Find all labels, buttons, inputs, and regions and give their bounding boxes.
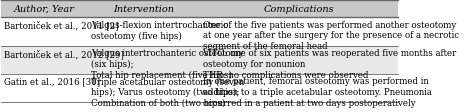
Text: Intervention: Intervention: [113, 5, 174, 14]
Bar: [200, 1, 398, 18]
Bar: [0, 1, 88, 18]
Text: One of the five patients was performed another osteotomy
at one year after the s: One of the five patients was performed a…: [202, 20, 458, 51]
Bar: [88, 1, 200, 18]
Bar: [200, 74, 398, 102]
Bar: [88, 46, 200, 74]
Text: Bartoniček et al., 2011 [2]: Bartoniček et al., 2011 [2]: [4, 20, 118, 30]
Text: Triple acetabular osteotomy (seven
hips); Varus osteotomy (two hips);
Combinatio: Triple acetabular osteotomy (seven hips)…: [91, 77, 245, 107]
Bar: [200, 18, 398, 46]
Bar: [0, 74, 88, 102]
Bar: [88, 18, 200, 46]
Bar: [0, 18, 88, 46]
Bar: [0, 46, 88, 74]
Text: Gatin et al., 2016 [30]: Gatin et al., 2016 [30]: [4, 77, 100, 86]
Text: Bartoniček et al., 2012 [29]: Bartoniček et al., 2012 [29]: [4, 49, 124, 58]
Text: In one patient, femoral osteotomy was performed in
addition to a triple acetabul: In one patient, femoral osteotomy was pe…: [202, 77, 431, 107]
Text: VITO: one of six patients was reoperated five months after
osteotomy for nonunio: VITO: one of six patients was reoperated…: [202, 49, 457, 79]
Text: Author, Year: Author, Year: [14, 5, 75, 14]
Text: Valgus intertrochanteric osteotomy
(six hips);
Total hip replacement (five hips): Valgus intertrochanteric osteotomy (six …: [91, 49, 244, 79]
Bar: [88, 74, 200, 102]
Text: Complications: Complications: [264, 5, 334, 14]
Text: Valgus-flexion intertrochanteric
osteotomy (five hips): Valgus-flexion intertrochanteric osteoto…: [91, 20, 228, 40]
Bar: [200, 46, 398, 74]
